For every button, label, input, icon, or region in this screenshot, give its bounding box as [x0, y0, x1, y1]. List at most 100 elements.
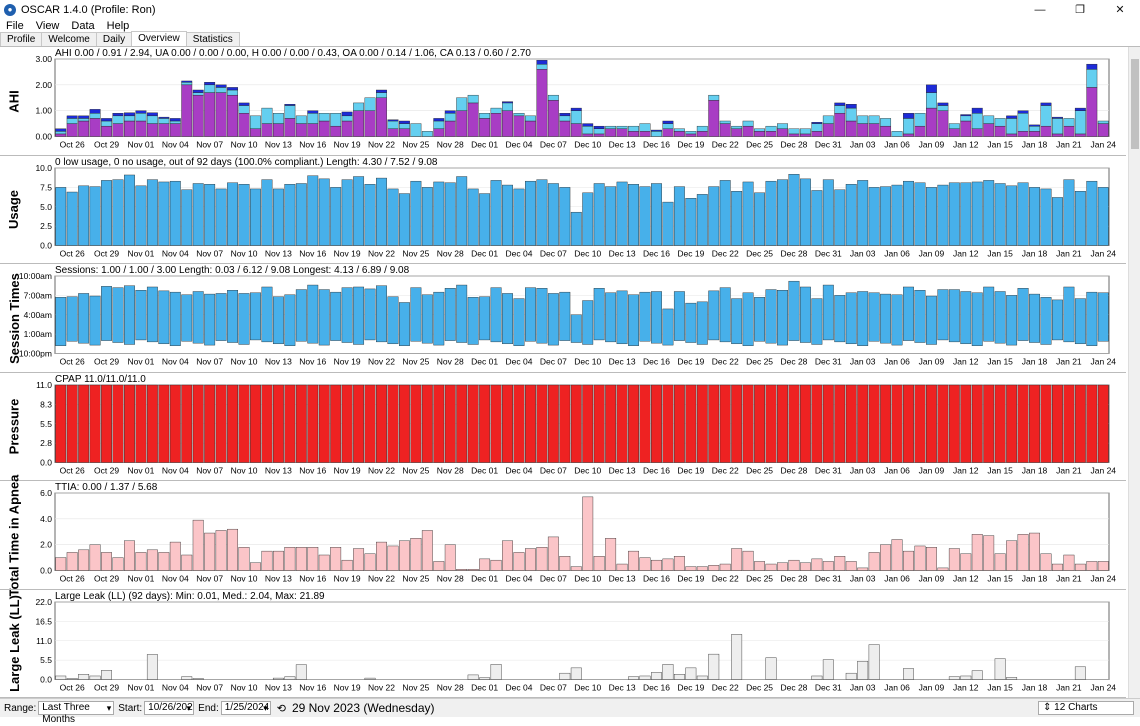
- ahi-bar-h[interactable]: [146, 123, 158, 137]
- usage-bar[interactable]: [983, 179, 995, 246]
- session-bar[interactable]: [880, 293, 892, 344]
- session-bar[interactable]: [272, 296, 284, 345]
- leak-bar[interactable]: [490, 663, 502, 680]
- session-bar[interactable]: [788, 280, 800, 341]
- ttia-bar[interactable]: [295, 547, 307, 571]
- session-bar[interactable]: [685, 302, 697, 343]
- ahi-bar-h[interactable]: [868, 123, 880, 137]
- ahi-bar-h[interactable]: [215, 92, 227, 137]
- session-bar[interactable]: [628, 294, 639, 346]
- ttia-bar[interactable]: [181, 554, 193, 571]
- ahi-bar-ca[interactable]: [1086, 69, 1098, 88]
- pressure-bar[interactable]: [490, 384, 502, 463]
- leak-panel[interactable]: 0.0 5.5 11.0 16.5 22.0 Oct 26 Oct 29 Nov 01 Nov …: [0, 590, 1126, 698]
- pressure-bar[interactable]: [903, 384, 914, 463]
- usage-bar[interactable]: [124, 174, 135, 246]
- pressure-bar[interactable]: [742, 384, 754, 463]
- session-bar[interactable]: [318, 289, 330, 346]
- pressure-panel[interactable]: 0.0 2.8 5.5 8.3 11.0 Oct 26 Oct 29 Nov 01 Nov 04…: [0, 373, 1126, 481]
- ahi-bar-h[interactable]: [822, 123, 834, 137]
- pressure-bar[interactable]: [834, 384, 846, 463]
- ahi-bar-ca[interactable]: [250, 115, 261, 129]
- ahi-bar-ca[interactable]: [685, 131, 697, 135]
- ahi-bar-h[interactable]: [971, 128, 983, 137]
- pressure-bar[interactable]: [708, 384, 720, 463]
- session-bar[interactable]: [994, 291, 1006, 344]
- ahi-bar-h[interactable]: [1097, 123, 1109, 137]
- ahi-bar-ca[interactable]: [376, 92, 387, 98]
- usage-bar[interactable]: [639, 185, 651, 246]
- usage-bar[interactable]: [387, 188, 399, 246]
- pressure-bar[interactable]: [227, 384, 239, 463]
- reset-date-icon[interactable]: ⟲: [276, 702, 286, 715]
- leak-bar[interactable]: [467, 674, 479, 680]
- ahi-bar-ca[interactable]: [570, 110, 582, 124]
- pressure-bar[interactable]: [135, 384, 147, 463]
- ttia-bar[interactable]: [364, 553, 376, 571]
- ahi-bar-h[interactable]: [616, 128, 628, 137]
- ahi-bar-h[interactable]: [880, 125, 892, 137]
- usage-bar[interactable]: [616, 181, 628, 246]
- ahi-bar-ca[interactable]: [169, 120, 181, 124]
- usage-bar[interactable]: [295, 182, 307, 246]
- pressure-bar[interactable]: [891, 384, 903, 463]
- session-bar[interactable]: [777, 290, 788, 346]
- pressure-bar[interactable]: [330, 384, 342, 463]
- pressure-bar[interactable]: [318, 384, 330, 463]
- ahi-bar-oa[interactable]: [651, 129, 662, 132]
- leak-bar[interactable]: [479, 677, 491, 680]
- usage-bar[interactable]: [731, 190, 743, 246]
- usage-bar[interactable]: [89, 185, 101, 246]
- session-bar[interactable]: [55, 297, 67, 346]
- pressure-bar[interactable]: [421, 384, 433, 463]
- ahi-bar-h[interactable]: [673, 131, 685, 137]
- start-date-field[interactable]: 10/26/2023: [144, 701, 195, 715]
- usage-bar[interactable]: [318, 178, 330, 246]
- ttia-bar[interactable]: [605, 538, 617, 571]
- usage-bar[interactable]: [937, 184, 949, 246]
- ahi-bar-oa[interactable]: [559, 113, 571, 117]
- ttia-bar[interactable]: [502, 540, 513, 571]
- session-bar[interactable]: [708, 290, 720, 341]
- pressure-bar[interactable]: [960, 384, 972, 463]
- ahi-bar-oa[interactable]: [925, 84, 937, 93]
- pressure-bar[interactable]: [1086, 384, 1098, 463]
- ahi-bar-ca[interactable]: [318, 113, 330, 122]
- leak-bar[interactable]: [651, 671, 662, 680]
- ttia-bar[interactable]: [101, 552, 112, 571]
- ahi-bar-ca[interactable]: [1052, 118, 1063, 135]
- usage-bar[interactable]: [628, 183, 639, 246]
- pressure-bar[interactable]: [181, 384, 193, 463]
- ahi-bar-ca[interactable]: [1029, 125, 1040, 132]
- pressure-bar[interactable]: [353, 384, 365, 463]
- ttia-bar[interactable]: [788, 559, 800, 571]
- ahi-bar-ca[interactable]: [307, 113, 319, 124]
- ttia-bar[interactable]: [250, 562, 261, 571]
- leak-bar[interactable]: [78, 673, 90, 680]
- ahi-bar-ca[interactable]: [960, 115, 972, 122]
- session-bar[interactable]: [673, 291, 685, 341]
- ahi-bar-ca[interactable]: [1017, 113, 1029, 132]
- ttia-bar[interactable]: [948, 548, 960, 571]
- pressure-bar[interactable]: [799, 384, 811, 463]
- pressure-bar[interactable]: [66, 384, 78, 463]
- leak-bar[interactable]: [845, 672, 857, 680]
- ahi-bar-ca[interactable]: [639, 123, 651, 132]
- ahi-bar-ca[interactable]: [1074, 110, 1086, 135]
- ttia-bar[interactable]: [376, 541, 387, 571]
- ahi-bar-h[interactable]: [502, 110, 513, 137]
- leak-bar[interactable]: [101, 669, 112, 680]
- ahi-bar-h[interactable]: [1006, 133, 1018, 137]
- ttia-bar[interactable]: [421, 530, 433, 571]
- ahi-bar-ca[interactable]: [582, 125, 594, 135]
- ahi-bar-ca[interactable]: [948, 123, 960, 129]
- ahi-bar-h[interactable]: [101, 125, 112, 137]
- ahi-bar-ca[interactable]: [502, 102, 513, 111]
- session-bar[interactable]: [1029, 293, 1040, 343]
- session-bar[interactable]: [146, 286, 158, 343]
- ahi-bar-h[interactable]: [777, 128, 788, 137]
- ahi-bar-h[interactable]: [605, 128, 617, 137]
- usage-bar[interactable]: [536, 178, 548, 246]
- session-bar[interactable]: [1040, 297, 1052, 345]
- ahi-bar-ca[interactable]: [444, 113, 456, 122]
